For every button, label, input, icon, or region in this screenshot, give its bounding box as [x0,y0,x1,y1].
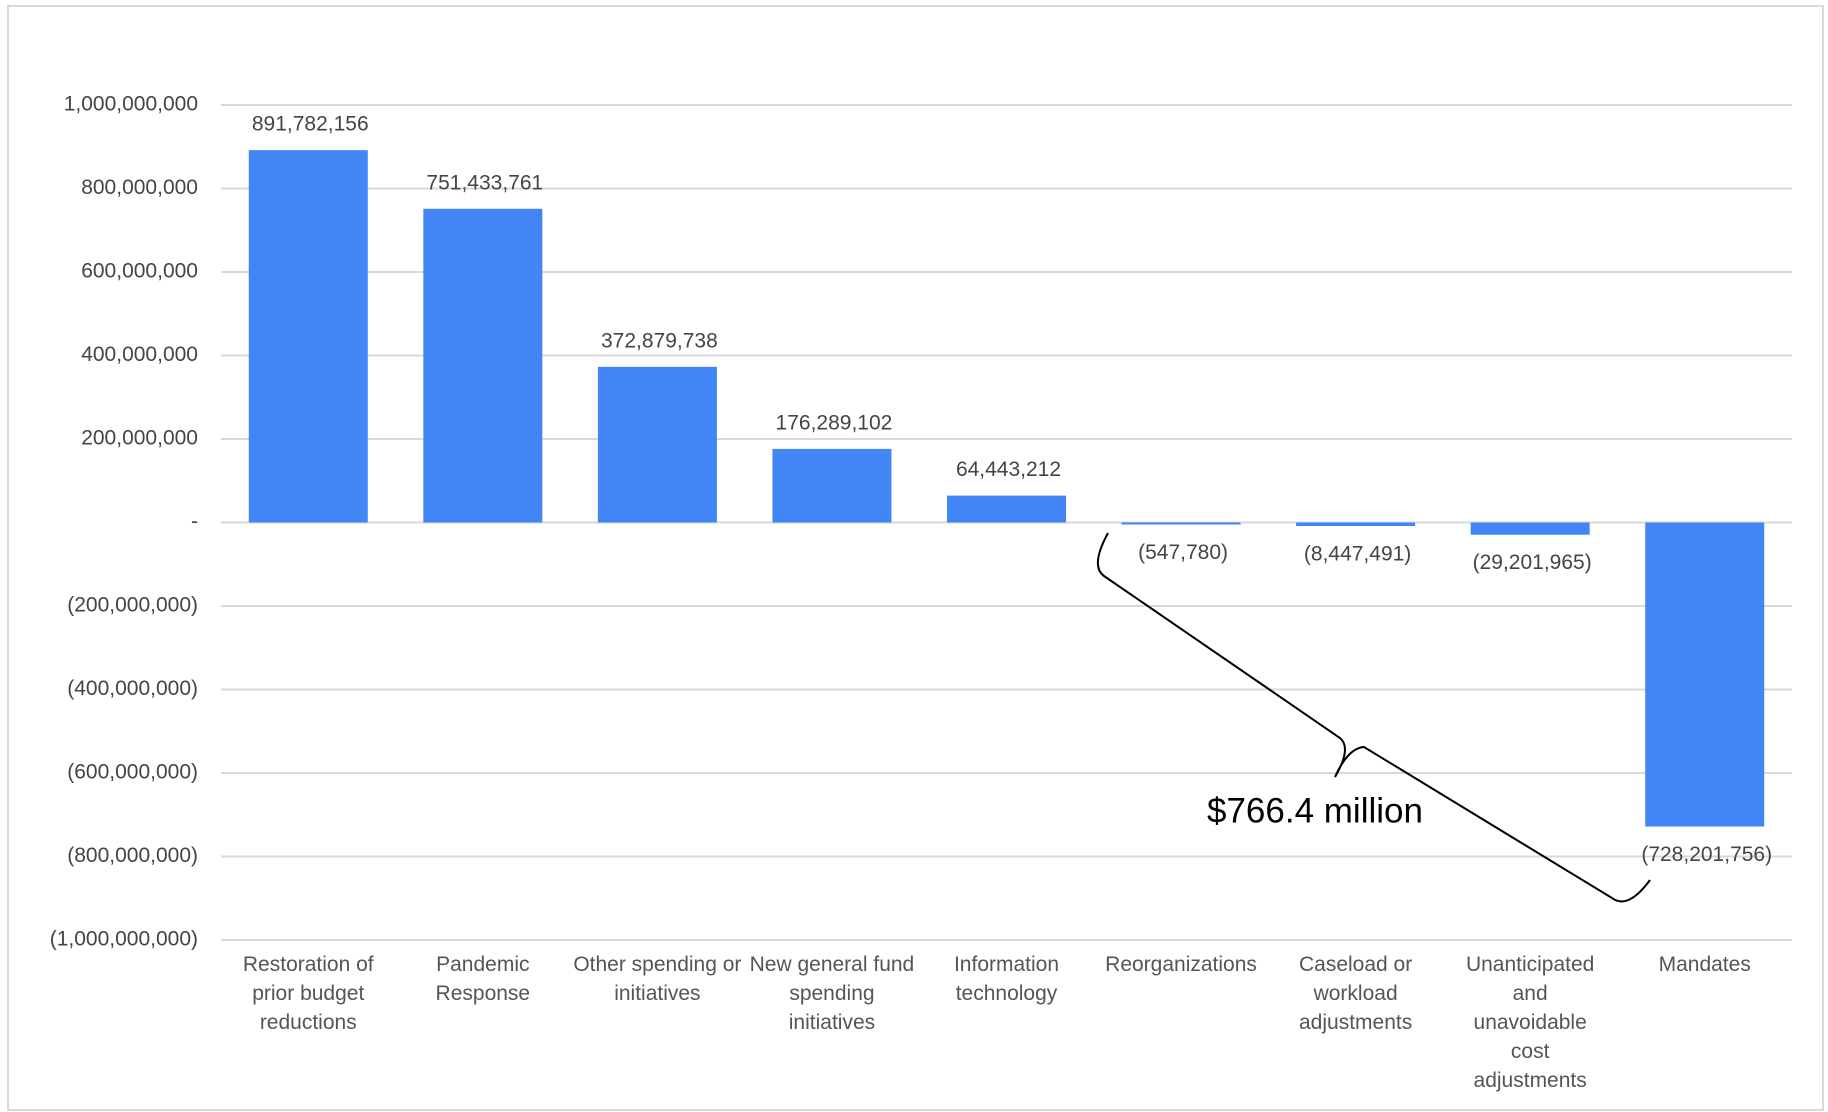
y-tick-label: (600,000,000) [67,761,198,784]
y-tick-label: - [191,510,198,533]
data-label: 64,443,212 [956,458,1061,481]
y-tick-label: 1,000,000,000 [64,93,198,116]
data-label: 372,879,738 [601,329,718,352]
data-label: (29,201,965) [1473,551,1592,574]
bar [1296,522,1416,527]
bar [1645,522,1765,827]
chart-frame [7,5,1824,1111]
bar [1121,522,1241,525]
data-label: 751,433,761 [426,171,543,194]
x-tick-label: New general fund spending initiatives [749,953,915,1034]
y-tick-label: (1,000,000,000) [50,928,198,951]
y-tick-label: (400,000,000) [67,677,198,700]
x-tick-label: Caseload or workload adjustments [1298,953,1413,1034]
y-tick-label: (800,000,000) [67,844,198,867]
data-label: (8,447,491) [1304,543,1411,566]
data-label: 891,782,156 [252,113,369,136]
x-tick-label: Pandemic Response [435,953,531,1005]
annotation: $766.4 million [1207,791,1423,830]
x-tick-label: Restoration of prior budget reductions [242,953,374,1034]
brace [1097,532,1651,903]
marks [248,150,1765,827]
x-tick-label: Mandates [1658,953,1751,976]
bar [1470,522,1590,535]
y-tick-label: (200,000,000) [67,594,198,617]
y-tick-label: 600,000,000 [81,260,198,283]
y-tick-label: 200,000,000 [81,427,198,450]
data-label: (728,201,756) [1641,843,1772,866]
x-tick-label: Unanticipated and unavoidable cost adjus… [1465,953,1595,1092]
bar [597,366,717,523]
bar [248,150,368,523]
x-tick-label: Reorganizations [1105,953,1257,976]
bar [947,495,1066,523]
y-tick-label: 400,000,000 [81,343,198,366]
data-label: (547,780) [1138,541,1228,564]
bar [423,208,543,523]
y-tick-label: 800,000,000 [81,176,198,199]
bar [772,448,892,523]
x-tick-label: Information technology [953,953,1060,1005]
data-label: 176,289,102 [776,411,893,434]
x-tick-label: Other spending or initiatives [573,953,742,1005]
